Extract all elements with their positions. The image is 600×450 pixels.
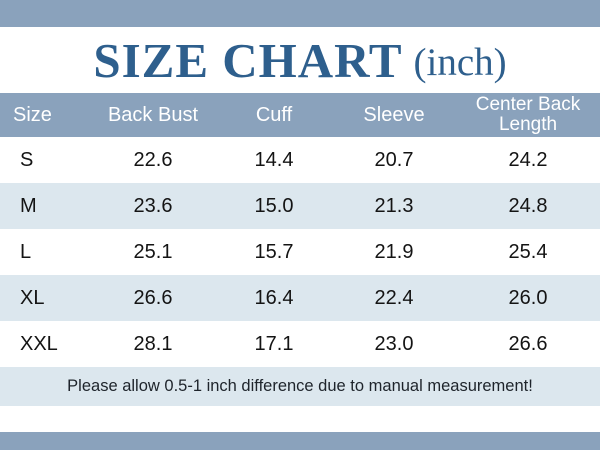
value-cell: 28.1 (90, 321, 216, 367)
table-row-m: M 23.6 15.0 21.3 24.8 (0, 183, 600, 229)
table-row-xxl: XXL 28.1 17.1 23.0 26.6 (0, 321, 600, 367)
bottom-gap (0, 406, 600, 432)
value-cell: 22.4 (332, 275, 456, 321)
value-cell: 26.6 (456, 321, 600, 367)
column-header-size: Size (0, 93, 90, 137)
measurement-note: Please allow 0.5-1 inch difference due t… (0, 367, 600, 406)
value-cell: 22.6 (90, 137, 216, 183)
measurement-note-row: Please allow 0.5-1 inch difference due t… (0, 367, 600, 406)
value-cell: 14.4 (216, 137, 332, 183)
column-header-sleeve: Sleeve (332, 93, 456, 137)
value-cell: 25.4 (456, 229, 600, 275)
table-body: S 22.6 14.4 20.7 24.2 M 23.6 15.0 21.3 2… (0, 137, 600, 406)
size-cell: S (0, 137, 90, 183)
value-cell: 24.8 (456, 183, 600, 229)
value-cell: 23.6 (90, 183, 216, 229)
value-cell: 21.9 (332, 229, 456, 275)
value-cell: 26.0 (456, 275, 600, 321)
page-title: SIZE CHART (93, 32, 403, 88)
table-row-l: L 25.1 15.7 21.9 25.4 (0, 229, 600, 275)
table-header: Size Back Bust Cuff Sleeve Center Back L… (0, 93, 600, 137)
value-cell: 25.1 (90, 229, 216, 275)
value-cell: 21.3 (332, 183, 456, 229)
value-cell: 26.6 (90, 275, 216, 321)
column-header-center-back-length: Center Back Length (456, 93, 600, 137)
value-cell: 15.0 (216, 183, 332, 229)
value-cell: 23.0 (332, 321, 456, 367)
value-cell: 16.4 (216, 275, 332, 321)
top-border-bar (0, 0, 600, 27)
bottom-border-bar (0, 432, 600, 450)
size-cell: XL (0, 275, 90, 321)
header-row: Size Back Bust Cuff Sleeve Center Back L… (0, 93, 600, 137)
size-cell: XXL (0, 321, 90, 367)
column-header-back-bust: Back Bust (90, 93, 216, 137)
size-table: Size Back Bust Cuff Sleeve Center Back L… (0, 93, 600, 406)
page-title-unit: (inch) (413, 40, 507, 84)
value-cell: 20.7 (332, 137, 456, 183)
value-cell: 17.1 (216, 321, 332, 367)
column-header-cuff: Cuff (216, 93, 332, 137)
table-row-s: S 22.6 14.4 20.7 24.2 (0, 137, 600, 183)
size-cell: M (0, 183, 90, 229)
title-band: SIZE CHART (inch) (0, 27, 600, 93)
size-cell: L (0, 229, 90, 275)
table-row-xl: XL 26.6 16.4 22.4 26.0 (0, 275, 600, 321)
value-cell: 24.2 (456, 137, 600, 183)
value-cell: 15.7 (216, 229, 332, 275)
